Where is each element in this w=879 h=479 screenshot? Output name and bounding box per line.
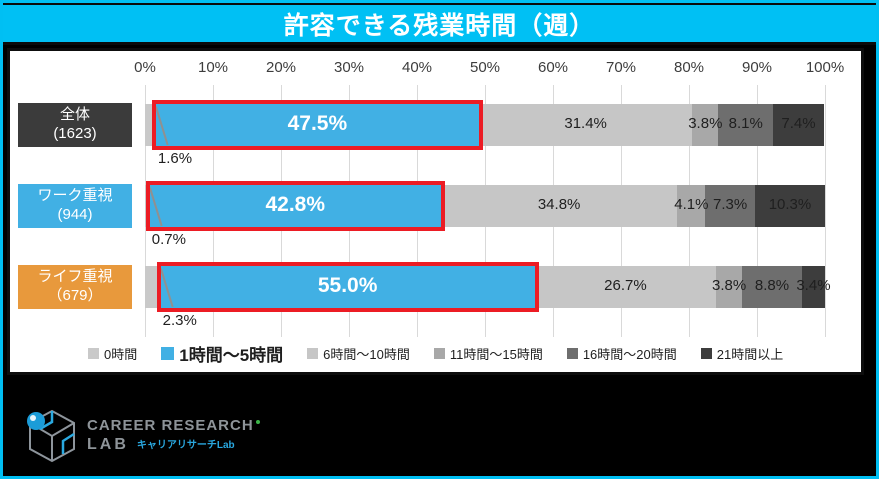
- legend-swatch: [307, 348, 319, 359]
- bar-segment: [145, 104, 156, 146]
- segment-value-label: 34.8%: [537, 196, 581, 213]
- logo-subtitle: キャリアリサーチLab: [136, 439, 235, 451]
- axis-tick-label: 20%: [265, 59, 297, 76]
- legend-label: 16時間～20時間: [582, 347, 677, 362]
- category-count: （679）: [47, 287, 103, 304]
- axis-tick-label: 40%: [401, 59, 433, 76]
- legend-label: 0時間: [104, 347, 138, 362]
- segment-value-label: 3.4%: [796, 277, 831, 294]
- segment-value-label: 8.1%: [728, 115, 763, 132]
- legend-swatch: [566, 348, 578, 359]
- category-count: (1623): [53, 125, 97, 142]
- legend-label: 6時間～10時間: [323, 347, 410, 362]
- legend-swatch: [433, 348, 445, 359]
- category-label: 全体 (1623): [18, 103, 132, 147]
- highlight-frame: [156, 262, 539, 312]
- gridline: [824, 85, 826, 337]
- bar-segment: [160, 266, 535, 308]
- segment-value-label: 7.4%: [781, 115, 816, 132]
- bar-segment: [801, 266, 825, 308]
- logo-cube-icon: [27, 409, 75, 463]
- bar-segment: [754, 185, 825, 227]
- bar-segment: [478, 104, 693, 146]
- axis-tick-label: 100%: [805, 59, 845, 76]
- legend-label: 21時間以上: [716, 347, 784, 362]
- segment-value-label: 26.7%: [604, 277, 647, 294]
- axis-tick-label: 10%: [197, 59, 229, 76]
- axis-tick-label: 90%: [741, 59, 773, 76]
- plot-area: 0% 10% 20% 30% 40% 50% 60% 70% 80% 90% 100% 1.6% 47.…: [134, 51, 845, 372]
- category-label: ライフ重視 （679）: [18, 265, 132, 309]
- segment-value-label: 47.5%: [287, 112, 348, 135]
- legend-item: 11時間～15時間: [433, 344, 543, 363]
- axis-tick-label: 60%: [537, 59, 569, 76]
- segment-value-label: 4.1%: [674, 196, 709, 213]
- bar-segment: [149, 185, 441, 227]
- segment-value-label: 8.8%: [754, 277, 790, 294]
- segment-value-label: 31.4%: [564, 115, 607, 132]
- logo-trademark-dot: [255, 419, 260, 424]
- segment-value-label: 10.3%: [768, 196, 812, 213]
- bar-segment: [718, 104, 774, 146]
- segment-value-label: 3.8%: [688, 115, 723, 132]
- axis-tick-label: 80%: [673, 59, 705, 76]
- bar-segment: [742, 266, 802, 308]
- axis-tick-label: 50%: [469, 59, 501, 76]
- below-bar-value-label: 2.3%: [162, 312, 197, 329]
- legend-label: 11時間～15時間: [449, 347, 543, 362]
- page-title: 許容できる残業時間（週）: [283, 11, 596, 40]
- axis-tick-label: 70%: [605, 59, 637, 76]
- bar-segment: [155, 104, 479, 146]
- segment-value-label: 42.8%: [265, 193, 326, 216]
- category-name: ライフ重視: [37, 268, 113, 286]
- segment-value-label: 3.8%: [712, 277, 747, 294]
- below-bar-value-label: 1.6%: [157, 150, 193, 167]
- bar-segment: [534, 266, 717, 308]
- highlight-frame: [145, 181, 445, 231]
- legend: 0時間 1時間～5時間 6時間～10時間 11時間～15時間 16時間～20時間 21時間…: [10, 341, 861, 366]
- legend-item: 6時間～10時間: [307, 344, 410, 363]
- logo-line1: CAREER RESEARCH: [87, 416, 260, 435]
- below-bar-value-label: 0.7%: [151, 231, 186, 248]
- legend-swatch: [161, 347, 175, 360]
- legend-item: 21時間以上: [700, 344, 784, 363]
- category-name: ワーク重視: [37, 187, 113, 205]
- logo-text: CAREER RESEARCH LAB キャリアリサーチLab: [87, 416, 260, 454]
- logo-line1-text: CAREER RESEARCH: [87, 416, 254, 434]
- segment-value-label: 7.3%: [713, 196, 748, 213]
- legend-swatch: [88, 348, 99, 359]
- logo: CAREER RESEARCH LAB キャリアリサーチLab: [27, 408, 260, 464]
- axis-tick-label: 0%: [134, 59, 156, 76]
- highlight-frame: [151, 100, 483, 150]
- legend-label: 1時間～5時間: [179, 346, 284, 365]
- bar-segment: [677, 185, 706, 227]
- logo-line2-text: LAB: [87, 436, 129, 454]
- legend-item: 0時間: [88, 344, 137, 363]
- bar-segment: [716, 266, 743, 308]
- bar-segment: [692, 104, 719, 146]
- axis-tick-label: 30%: [333, 59, 365, 76]
- legend-item: 1時間～5時間: [161, 341, 283, 366]
- bar-segment: [440, 185, 678, 227]
- chart-panel: 0% 10% 20% 30% 40% 50% 60% 70% 80% 90% 100% 1.6% 47.…: [7, 48, 864, 375]
- bar-segment: [705, 185, 755, 227]
- category-name: 全体: [59, 106, 90, 124]
- bar-segment: [773, 104, 824, 146]
- category-count: (944): [57, 206, 93, 223]
- logo-row2: LAB キャリアリサーチLab: [87, 436, 260, 454]
- segment-value-label: 55.0%: [317, 274, 378, 297]
- title-bar: 許容できる残業時間（週）: [3, 3, 876, 45]
- legend-swatch: [700, 348, 712, 359]
- category-label: ワーク重視 (944): [18, 184, 132, 228]
- legend-item: 16時間～20時間: [566, 344, 677, 363]
